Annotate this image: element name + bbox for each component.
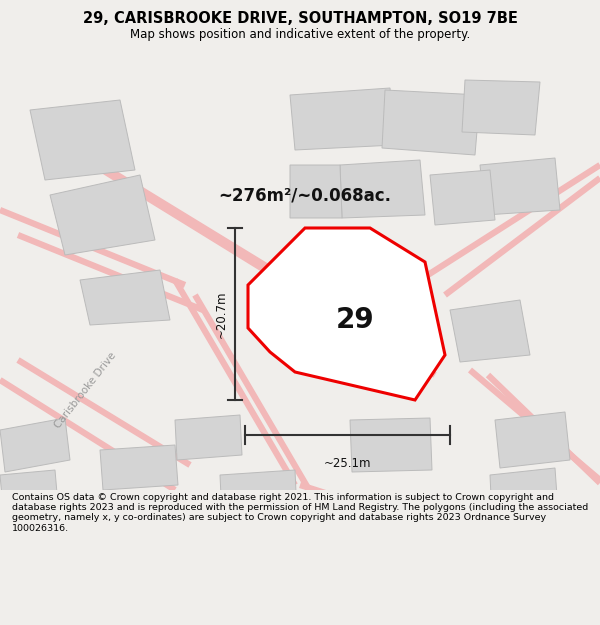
Text: Map shows position and indicative extent of the property.: Map shows position and indicative extent… [130, 28, 470, 41]
Polygon shape [495, 412, 570, 468]
Text: ~25.1m: ~25.1m [324, 457, 371, 470]
Polygon shape [430, 170, 495, 225]
Text: ~276m²/~0.068ac.: ~276m²/~0.068ac. [218, 186, 391, 204]
Polygon shape [450, 300, 530, 362]
Polygon shape [290, 88, 395, 150]
Text: Contains OS data © Crown copyright and database right 2021. This information is : Contains OS data © Crown copyright and d… [12, 492, 588, 533]
Polygon shape [340, 160, 425, 218]
Polygon shape [480, 158, 560, 215]
Polygon shape [382, 90, 480, 155]
Polygon shape [220, 470, 297, 518]
Polygon shape [100, 445, 178, 490]
Polygon shape [0, 470, 58, 508]
Polygon shape [290, 165, 342, 218]
Polygon shape [275, 272, 395, 340]
Polygon shape [0, 418, 70, 472]
Text: ~20.7m: ~20.7m [215, 290, 228, 338]
Polygon shape [462, 80, 540, 135]
Text: 29, CARISBROOKE DRIVE, SOUTHAMPTON, SO19 7BE: 29, CARISBROOKE DRIVE, SOUTHAMPTON, SO19… [83, 11, 517, 26]
Polygon shape [175, 415, 242, 460]
Polygon shape [80, 270, 170, 325]
Polygon shape [248, 228, 445, 400]
Text: Carisbrooke Drive: Carisbrooke Drive [52, 350, 118, 430]
Polygon shape [350, 418, 432, 472]
Polygon shape [490, 468, 558, 518]
Text: 29: 29 [335, 306, 374, 334]
Polygon shape [50, 175, 155, 255]
Polygon shape [30, 100, 135, 180]
